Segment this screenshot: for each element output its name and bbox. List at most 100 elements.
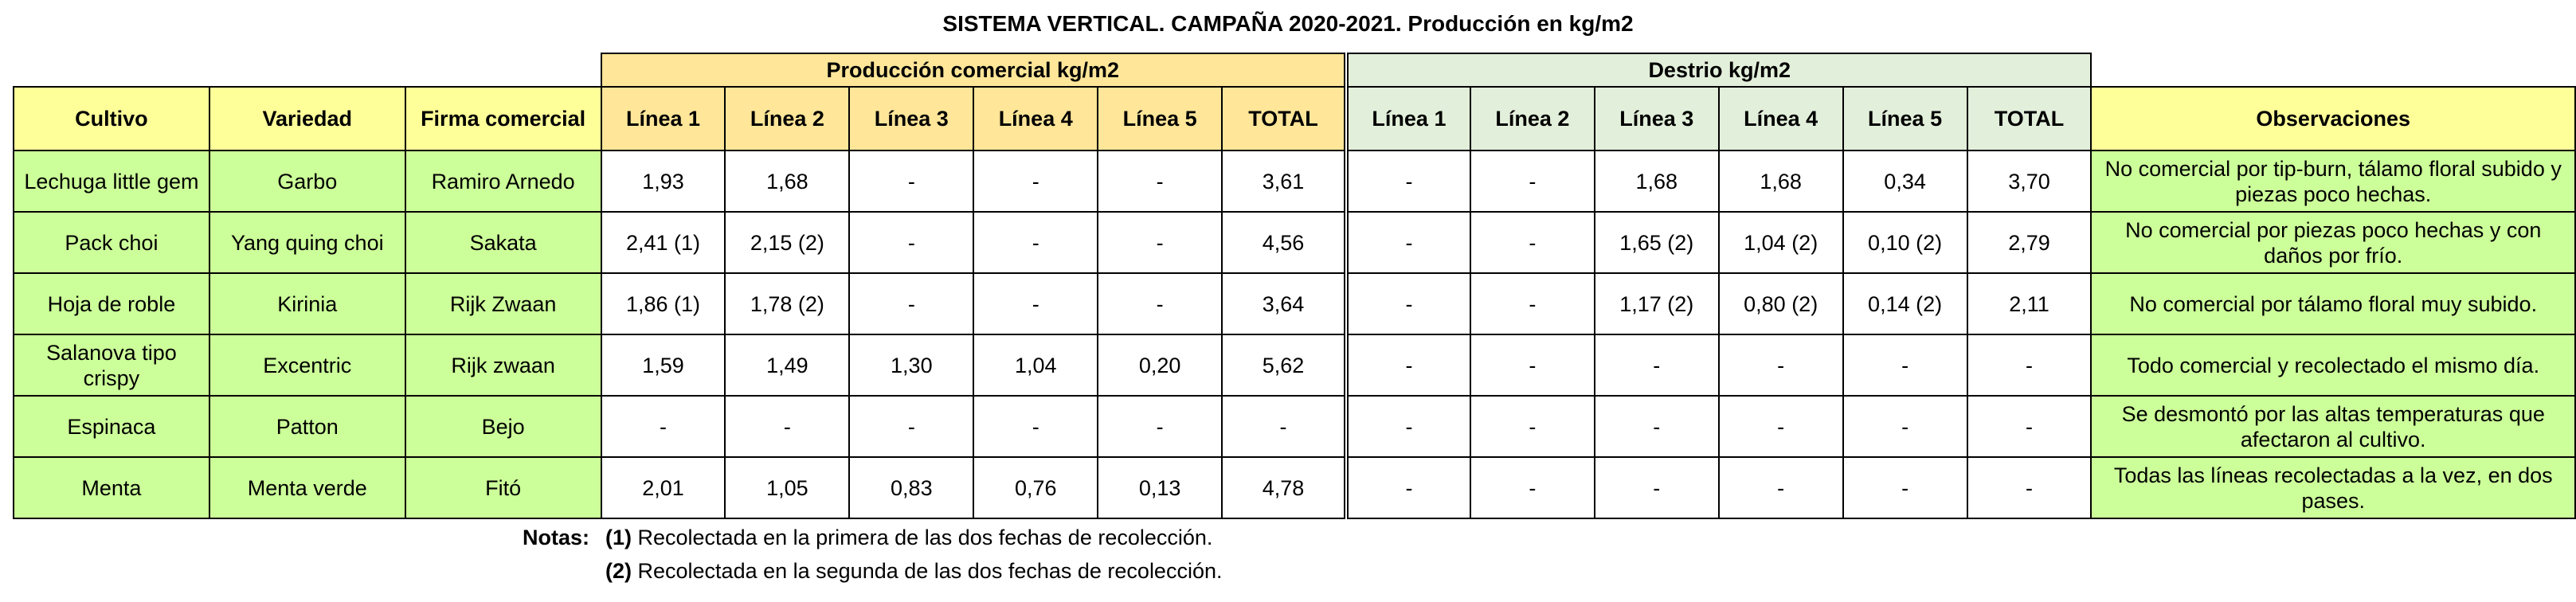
- cell-prod-value: -: [1221, 395, 1347, 458]
- notes-label: Notas:: [523, 526, 590, 549]
- header-prod-linea-5: Línea 5: [1097, 86, 1223, 151]
- cell-dest-value: 0,10 (2): [1842, 211, 1968, 274]
- cell-observaciones: No comercial por piezas poco hechas y co…: [2090, 211, 2576, 274]
- empty-header-cell: [14, 53, 601, 87]
- cell-cultivo: Espinaca: [13, 395, 210, 458]
- cell-prod-value: -: [848, 150, 975, 213]
- cell-prod-value: -: [973, 395, 1099, 458]
- cell-cultivo: Hoja de roble: [13, 272, 210, 335]
- cell-firma: Ramiro Arnedo: [404, 150, 602, 213]
- cell-prod-value: -: [600, 395, 726, 458]
- cell-cultivo: Menta: [13, 456, 210, 519]
- cell-firma: Fitó: [404, 456, 602, 519]
- page-title: SISTEMA VERTICAL. CAMPAÑA 2020-2021. Pro…: [942, 11, 1634, 36]
- cell-prod-value: 1,93: [600, 150, 726, 213]
- cell-prod-value: 1,49: [724, 334, 851, 397]
- cell-prod-value: 4,56: [1221, 211, 1347, 274]
- note-1: (1) Recolectada en la primera de las dos…: [605, 521, 1212, 554]
- cell-firma: Bejo: [404, 395, 602, 458]
- note-1-marker: (1): [605, 526, 632, 549]
- note-2-marker: (2): [605, 559, 632, 583]
- cell-prod-value: 0,83: [848, 456, 975, 519]
- header-prod-total: TOTAL: [1221, 86, 1347, 151]
- cell-prod-value: 1,68: [724, 150, 851, 213]
- table-row: Menta Menta verde Fitó 2,01 1,05 0,83 0,76 0,13…: [13, 456, 2576, 519]
- notes: Notas: (1) Recolectada en la primera de …: [523, 521, 1223, 588]
- table-row: Hoja de roble Kirinia Rijk Zwaan 1,86 (1) 1,…: [13, 272, 2576, 335]
- cell-dest-value: -: [1469, 334, 1595, 397]
- cell-dest-value: 0,34: [1842, 150, 1968, 213]
- cell-dest-value: -: [1344, 456, 1471, 519]
- cell-cultivo: Lechuga little gem: [13, 150, 210, 213]
- cell-dest-value: 2,79: [1966, 211, 2093, 274]
- cell-prod-value: 3,61: [1221, 150, 1347, 213]
- header-variedad: Variedad: [208, 86, 406, 151]
- cell-observaciones: Se desmontó por las altas temperaturas q…: [2090, 395, 2576, 458]
- header-dest-linea-4: Línea 4: [1717, 86, 1844, 151]
- cell-dest-value: -: [1842, 334, 1968, 397]
- cell-dest-value: -: [1344, 211, 1471, 274]
- group-header-destrio: Destrio kg/m2: [1343, 53, 2093, 88]
- cell-dest-value: 1,65 (2): [1593, 211, 1720, 274]
- cell-dest-value: 3,70: [1966, 150, 2093, 213]
- cell-dest-value: -: [1842, 456, 1968, 519]
- cell-dest-value: -: [1469, 150, 1595, 213]
- note-2: (2) Recolectada en la segunda de las dos…: [605, 554, 1223, 588]
- cell-dest-value: -: [1593, 395, 1720, 458]
- cell-dest-value: -: [1344, 150, 1471, 213]
- table-row: Espinaca Patton Bejo - - - - - - - - - - - - Se desmont…: [13, 395, 2576, 458]
- group-header-row: Producción comercial kg/m2 Destrio kg/m2: [14, 53, 2575, 88]
- cell-prod-value: 3,64: [1221, 272, 1347, 335]
- cell-dest-value: -: [1469, 395, 1595, 458]
- table-row: Pack choi Yang quing choi Sakata 2,41 (1) 2,…: [13, 211, 2576, 274]
- cell-dest-value: -: [1469, 211, 1595, 274]
- cell-dest-value: -: [1593, 334, 1720, 397]
- cell-variedad: Excentric: [208, 334, 406, 397]
- note-2-text: Recolectada en la segunda de las dos fec…: [632, 559, 1223, 583]
- header-firma: Firma comercial: [404, 86, 602, 151]
- cell-dest-value: 1,68: [1717, 150, 1844, 213]
- header-dest-linea-2: Línea 2: [1469, 86, 1595, 151]
- header-dest-linea-5: Línea 5: [1842, 86, 1968, 151]
- cell-observaciones: No comercial por tálamo floral muy subid…: [2090, 272, 2576, 335]
- cell-dest-value: -: [1344, 334, 1471, 397]
- column-header-row: Cultivo Variedad Firma comercial Línea 1…: [13, 86, 2576, 151]
- cell-cultivo: Salanova tipo crispy: [13, 334, 210, 397]
- cell-prod-value: 2,41 (1): [600, 211, 726, 274]
- cell-prod-value: -: [1097, 272, 1223, 335]
- cell-prod-value: 1,05: [724, 456, 851, 519]
- cell-prod-value: 0,20: [1097, 334, 1223, 397]
- cell-variedad: Yang quing choi: [208, 211, 406, 274]
- cell-prod-value: 1,04: [973, 334, 1099, 397]
- cell-dest-value: -: [1966, 395, 2093, 458]
- cell-dest-value: -: [1717, 395, 1844, 458]
- empty-header-cell: [2091, 53, 2575, 87]
- cell-dest-value: -: [1966, 334, 2093, 397]
- cell-variedad: Patton: [208, 395, 406, 458]
- header-prod-linea-1: Línea 1: [600, 86, 726, 151]
- cell-dest-value: 1,04 (2): [1717, 211, 1844, 274]
- cell-dest-value: -: [1842, 395, 1968, 458]
- note-1-text: Recolectada en la primera de las dos fec…: [632, 526, 1213, 549]
- cell-prod-value: -: [1097, 211, 1223, 274]
- cell-prod-value: -: [848, 211, 975, 274]
- cell-dest-value: -: [1344, 395, 1471, 458]
- cell-prod-value: -: [724, 395, 851, 458]
- cell-dest-value: 1,17 (2): [1593, 272, 1720, 335]
- header-dest-linea-3: Línea 3: [1593, 86, 1720, 151]
- cell-observaciones: Todo comercial y recolectado el mismo dí…: [2090, 334, 2576, 397]
- cell-firma: Sakata: [404, 211, 602, 274]
- cell-dest-value: -: [1966, 456, 2093, 519]
- cell-dest-value: 2,11: [1966, 272, 2093, 335]
- cell-dest-value: -: [1469, 272, 1595, 335]
- header-dest-linea-1: Línea 1: [1344, 86, 1471, 151]
- cell-dest-value: -: [1469, 456, 1595, 519]
- cell-prod-value: 5,62: [1221, 334, 1347, 397]
- cell-prod-value: -: [973, 272, 1099, 335]
- header-prod-linea-3: Línea 3: [848, 86, 975, 151]
- cell-dest-value: -: [1593, 456, 1720, 519]
- cell-dest-value: -: [1717, 456, 1844, 519]
- group-header-produccion: Producción comercial kg/m2: [600, 53, 1348, 88]
- cell-dest-value: 1,68: [1593, 150, 1720, 213]
- cell-prod-value: 4,78: [1221, 456, 1347, 519]
